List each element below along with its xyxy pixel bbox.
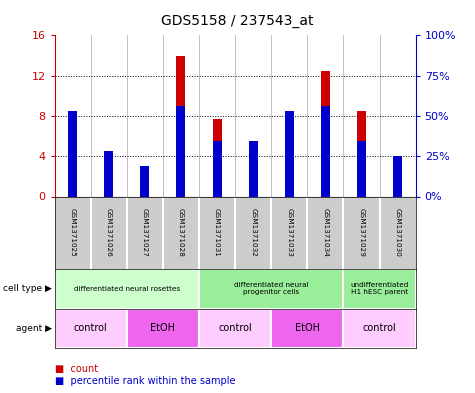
Text: EtOH: EtOH xyxy=(151,323,175,333)
Bar xyxy=(104,184,114,196)
Text: GSM1371032: GSM1371032 xyxy=(250,208,256,257)
Bar xyxy=(199,309,271,348)
Bar xyxy=(177,106,185,196)
Bar xyxy=(213,141,221,196)
Text: ■  percentile rank within the sample: ■ percentile rank within the sample xyxy=(55,376,235,386)
Bar xyxy=(68,111,77,196)
Text: differentiated neural rosettes: differentiated neural rosettes xyxy=(74,286,180,292)
Bar xyxy=(177,55,185,196)
Bar xyxy=(321,106,330,196)
Bar xyxy=(199,269,343,309)
Bar xyxy=(141,166,149,196)
Bar xyxy=(141,187,149,196)
Text: GDS5158 / 237543_at: GDS5158 / 237543_at xyxy=(161,14,314,28)
Text: undifferentiated
H1 hESC parent: undifferentiated H1 hESC parent xyxy=(351,282,408,296)
Bar xyxy=(271,309,343,348)
Text: GSM1371028: GSM1371028 xyxy=(178,208,184,257)
Text: control: control xyxy=(218,323,252,333)
Bar xyxy=(393,166,402,196)
Bar xyxy=(249,186,257,196)
Text: GSM1371034: GSM1371034 xyxy=(323,208,328,257)
Text: agent ▶: agent ▶ xyxy=(16,324,52,332)
Bar xyxy=(55,269,199,309)
Text: EtOH: EtOH xyxy=(295,323,320,333)
Bar xyxy=(68,163,77,196)
Bar xyxy=(127,309,199,348)
Text: differentiated neural
progenitor cells: differentiated neural progenitor cells xyxy=(234,282,308,296)
Bar xyxy=(343,309,416,348)
Bar xyxy=(285,153,294,196)
Text: GSM1371029: GSM1371029 xyxy=(359,208,364,257)
Text: GSM1371026: GSM1371026 xyxy=(106,208,112,257)
Bar xyxy=(249,141,257,196)
Text: GSM1371031: GSM1371031 xyxy=(214,208,220,257)
Bar xyxy=(343,269,416,309)
Bar xyxy=(357,111,366,196)
Bar xyxy=(393,156,402,196)
Text: GSM1371033: GSM1371033 xyxy=(286,208,292,257)
Text: GSM1371027: GSM1371027 xyxy=(142,208,148,257)
Bar xyxy=(104,151,114,196)
Text: GSM1371025: GSM1371025 xyxy=(70,208,76,257)
Text: control: control xyxy=(74,323,108,333)
Text: GSM1371030: GSM1371030 xyxy=(395,208,400,257)
Bar xyxy=(55,309,127,348)
Text: cell type ▶: cell type ▶ xyxy=(3,285,52,293)
Bar xyxy=(213,119,221,196)
Bar xyxy=(357,141,366,196)
Text: control: control xyxy=(362,323,397,333)
Text: ■  count: ■ count xyxy=(55,364,98,374)
Bar xyxy=(285,111,294,196)
Bar xyxy=(321,71,330,196)
